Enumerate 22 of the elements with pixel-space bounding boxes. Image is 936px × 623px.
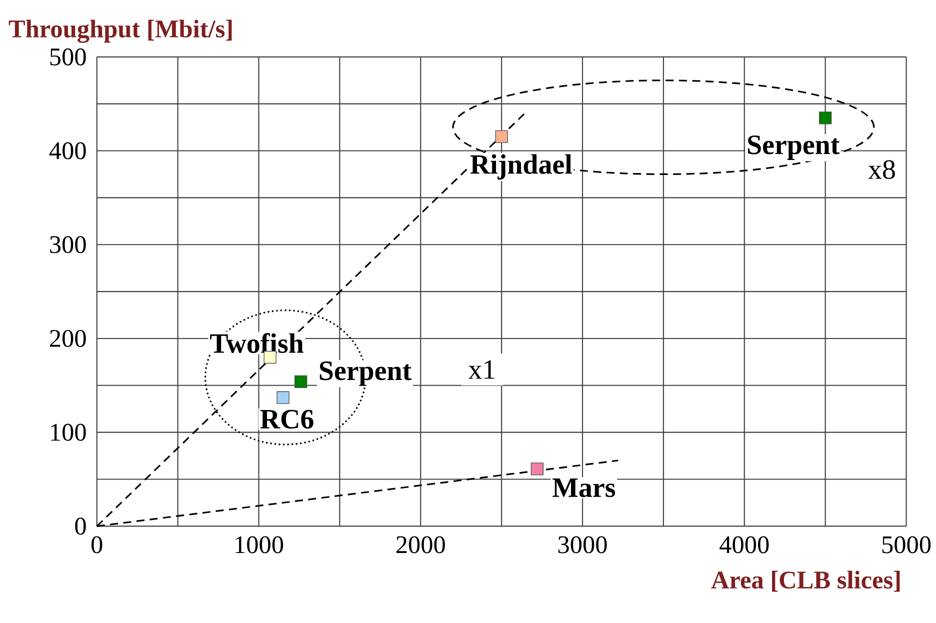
y-tick-label: 400 — [49, 142, 86, 160]
series-label: Mars — [552, 478, 616, 498]
annotation: x8 — [868, 160, 895, 179]
y-tick-label: 500 — [50, 48, 86, 66]
x-tick-label: 5000 — [882, 536, 931, 554]
x-axis-title: Area [CLB slices] — [711, 570, 900, 592]
y-axis-title: Throughput [Mbit/s] — [8, 20, 232, 43]
series-label: Serpent — [320, 361, 412, 386]
series-label: Rijndael — [470, 154, 572, 180]
series-label: Twofish — [210, 333, 304, 353]
x-tick-label: 4000 — [720, 536, 769, 554]
y-tick-label: 100 — [51, 424, 86, 441]
x-tick-label: 1000 — [236, 536, 284, 554]
annotation: x1 — [468, 360, 494, 379]
x-tick-label: 2000 — [396, 536, 445, 554]
y-tick-label: 200 — [50, 330, 86, 347]
y-tick-label: 300 — [50, 236, 86, 254]
x-tick-label: 3000 — [558, 536, 607, 554]
series-label: Serpent — [748, 135, 840, 160]
y-tick-label: 0 — [75, 518, 86, 535]
x-tick-label: 0 — [91, 536, 102, 554]
series-label: RC6 — [260, 410, 314, 429]
